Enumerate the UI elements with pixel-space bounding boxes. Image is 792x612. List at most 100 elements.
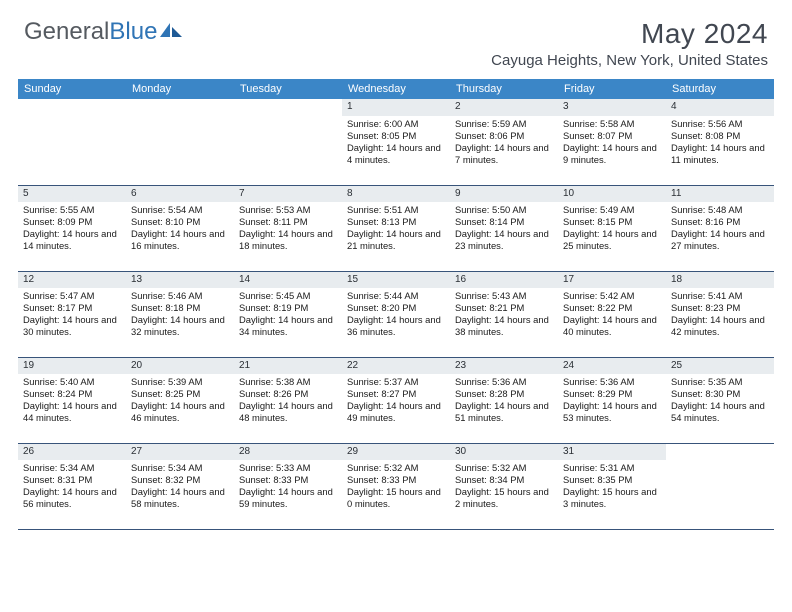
day-info-line: Sunrise: 5:58 AM: [563, 118, 661, 130]
day-info-line: Sunset: 8:32 PM: [131, 474, 229, 486]
day-number: 27: [126, 444, 234, 461]
calendar-day-cell: 2Sunrise: 5:59 AMSunset: 8:06 PMDaylight…: [450, 99, 558, 185]
calendar-day-cell: 28Sunrise: 5:33 AMSunset: 8:33 PMDayligh…: [234, 443, 342, 529]
calendar-week-row: 1Sunrise: 6:00 AMSunset: 8:05 PMDaylight…: [18, 99, 774, 185]
day-info-line: Sunset: 8:31 PM: [23, 474, 121, 486]
day-number: 2: [450, 99, 558, 116]
day-info-line: Daylight: 14 hours and 53 minutes.: [563, 400, 661, 424]
day-info-line: Sunrise: 5:41 AM: [671, 290, 769, 302]
day-info-line: Sunrise: 5:51 AM: [347, 204, 445, 216]
day-number: 29: [342, 444, 450, 461]
day-number: [666, 444, 774, 461]
title-block: May 2024 Cayuga Heights, New York, Unite…: [491, 18, 768, 69]
calendar-week-row: 26Sunrise: 5:34 AMSunset: 8:31 PMDayligh…: [18, 443, 774, 529]
day-info-line: Sunset: 8:35 PM: [563, 474, 661, 486]
day-info-line: Sunrise: 5:40 AM: [23, 376, 121, 388]
month-title: May 2024: [491, 18, 768, 50]
logo-text-blue: Blue: [109, 18, 157, 46]
day-info-line: Sunrise: 5:46 AM: [131, 290, 229, 302]
day-info-line: Daylight: 14 hours and 36 minutes.: [347, 314, 445, 338]
calendar-day-cell: 11Sunrise: 5:48 AMSunset: 8:16 PMDayligh…: [666, 185, 774, 271]
day-info-line: Daylight: 14 hours and 54 minutes.: [671, 400, 769, 424]
day-info-line: Sunset: 8:20 PM: [347, 302, 445, 314]
day-info-line: Daylight: 14 hours and 30 minutes.: [23, 314, 121, 338]
calendar-day-cell: [234, 99, 342, 185]
calendar-day-cell: 10Sunrise: 5:49 AMSunset: 8:15 PMDayligh…: [558, 185, 666, 271]
calendar-day-cell: 1Sunrise: 6:00 AMSunset: 8:05 PMDaylight…: [342, 99, 450, 185]
calendar-day-cell: 13Sunrise: 5:46 AMSunset: 8:18 PMDayligh…: [126, 271, 234, 357]
page-header: GeneralBlue May 2024 Cayuga Heights, New…: [0, 0, 792, 73]
day-info-line: Sunset: 8:08 PM: [671, 130, 769, 142]
day-info-line: Daylight: 14 hours and 48 minutes.: [239, 400, 337, 424]
day-number: 23: [450, 358, 558, 375]
day-info-line: Sunset: 8:25 PM: [131, 388, 229, 400]
day-number: 31: [558, 444, 666, 461]
day-info-line: Daylight: 14 hours and 38 minutes.: [455, 314, 553, 338]
calendar-day-cell: 9Sunrise: 5:50 AMSunset: 8:14 PMDaylight…: [450, 185, 558, 271]
day-number: 12: [18, 272, 126, 289]
col-tuesday: Tuesday: [234, 79, 342, 99]
calendar-day-cell: 21Sunrise: 5:38 AMSunset: 8:26 PMDayligh…: [234, 357, 342, 443]
calendar-day-cell: 27Sunrise: 5:34 AMSunset: 8:32 PMDayligh…: [126, 443, 234, 529]
day-info-line: Sunrise: 5:35 AM: [671, 376, 769, 388]
day-info-line: Sunset: 8:28 PM: [455, 388, 553, 400]
day-info-line: Sunrise: 5:59 AM: [455, 118, 553, 130]
day-info-line: Sunset: 8:33 PM: [239, 474, 337, 486]
day-info-line: Daylight: 14 hours and 34 minutes.: [239, 314, 337, 338]
day-info-line: Sunset: 8:07 PM: [563, 130, 661, 142]
day-number: 5: [18, 186, 126, 203]
day-info-line: Daylight: 14 hours and 59 minutes.: [239, 486, 337, 510]
day-info-line: Sunset: 8:11 PM: [239, 216, 337, 228]
logo-text-gray: General: [24, 18, 109, 46]
col-saturday: Saturday: [666, 79, 774, 99]
calendar-day-cell: 30Sunrise: 5:32 AMSunset: 8:34 PMDayligh…: [450, 443, 558, 529]
day-info-line: Sunset: 8:13 PM: [347, 216, 445, 228]
calendar-day-cell: 4Sunrise: 5:56 AMSunset: 8:08 PMDaylight…: [666, 99, 774, 185]
day-info-line: Daylight: 14 hours and 16 minutes.: [131, 228, 229, 252]
day-info-line: Sunrise: 5:32 AM: [347, 462, 445, 474]
day-number: 9: [450, 186, 558, 203]
day-info-line: Sunset: 8:29 PM: [563, 388, 661, 400]
weekday-header-row: Sunday Monday Tuesday Wednesday Thursday…: [18, 79, 774, 99]
calendar-day-cell: 17Sunrise: 5:42 AMSunset: 8:22 PMDayligh…: [558, 271, 666, 357]
day-info-line: Daylight: 14 hours and 42 minutes.: [671, 314, 769, 338]
day-info-line: Daylight: 14 hours and 56 minutes.: [23, 486, 121, 510]
day-info-line: Daylight: 14 hours and 4 minutes.: [347, 142, 445, 166]
calendar-day-cell: 24Sunrise: 5:36 AMSunset: 8:29 PMDayligh…: [558, 357, 666, 443]
day-info-line: Sunset: 8:21 PM: [455, 302, 553, 314]
day-info-line: Sunset: 8:16 PM: [671, 216, 769, 228]
day-info-line: Sunset: 8:27 PM: [347, 388, 445, 400]
day-number: [126, 99, 234, 116]
day-number: 25: [666, 358, 774, 375]
location-text: Cayuga Heights, New York, United States: [491, 52, 768, 69]
calendar-week-row: 19Sunrise: 5:40 AMSunset: 8:24 PMDayligh…: [18, 357, 774, 443]
calendar-body: 1Sunrise: 6:00 AMSunset: 8:05 PMDaylight…: [18, 99, 774, 529]
day-info-line: Sunrise: 5:31 AM: [563, 462, 661, 474]
day-number: 16: [450, 272, 558, 289]
day-number: 28: [234, 444, 342, 461]
calendar-day-cell: 31Sunrise: 5:31 AMSunset: 8:35 PMDayligh…: [558, 443, 666, 529]
calendar-day-cell: 20Sunrise: 5:39 AMSunset: 8:25 PMDayligh…: [126, 357, 234, 443]
day-info-line: Sunrise: 5:55 AM: [23, 204, 121, 216]
col-friday: Friday: [558, 79, 666, 99]
col-thursday: Thursday: [450, 79, 558, 99]
calendar-day-cell: 25Sunrise: 5:35 AMSunset: 8:30 PMDayligh…: [666, 357, 774, 443]
day-number: 7: [234, 186, 342, 203]
day-number: 1: [342, 99, 450, 116]
day-info-line: Sunrise: 5:33 AM: [239, 462, 337, 474]
day-number: 19: [18, 358, 126, 375]
day-info-line: Sunrise: 5:42 AM: [563, 290, 661, 302]
calendar-day-cell: 29Sunrise: 5:32 AMSunset: 8:33 PMDayligh…: [342, 443, 450, 529]
day-number: [18, 99, 126, 116]
calendar-day-cell: 7Sunrise: 5:53 AMSunset: 8:11 PMDaylight…: [234, 185, 342, 271]
day-info-line: Sunset: 8:33 PM: [347, 474, 445, 486]
day-number: 15: [342, 272, 450, 289]
calendar-day-cell: [666, 443, 774, 529]
day-number: 3: [558, 99, 666, 116]
day-info-line: Daylight: 14 hours and 11 minutes.: [671, 142, 769, 166]
day-info-line: Daylight: 14 hours and 27 minutes.: [671, 228, 769, 252]
day-info-line: Sunrise: 5:37 AM: [347, 376, 445, 388]
col-monday: Monday: [126, 79, 234, 99]
day-info-line: Daylight: 14 hours and 9 minutes.: [563, 142, 661, 166]
day-info-line: Sunrise: 5:54 AM: [131, 204, 229, 216]
